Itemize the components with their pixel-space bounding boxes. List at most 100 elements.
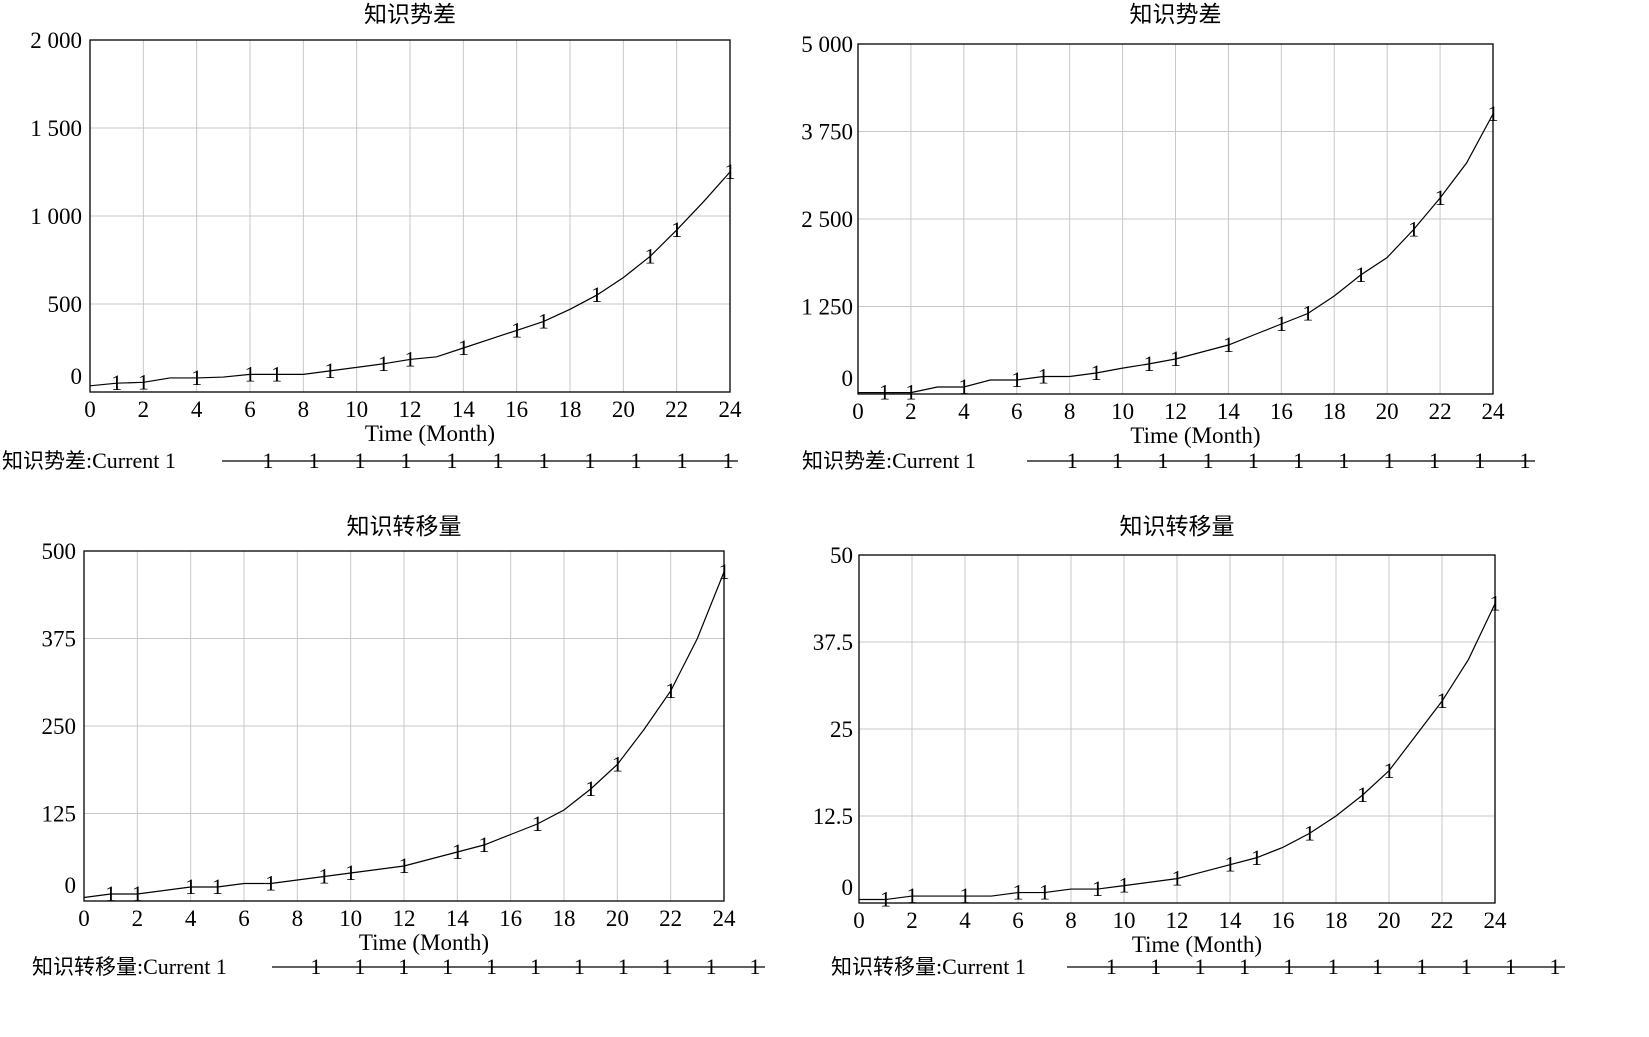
x-tick-label: 20	[1376, 399, 1399, 424]
x-tick-label: 4	[958, 399, 970, 424]
legend-marker: 1	[1067, 448, 1078, 473]
x-tick-label: 18	[1323, 399, 1346, 424]
chart-title: 知识势差	[364, 2, 456, 28]
x-tick-label: 14	[1219, 908, 1243, 933]
chart-panel-bottom-right: 知识转移量 0 2 4 6 8 10 12 14 16 18 20 22 24 0 12.5 25 37.5 50 T…	[805, 512, 1625, 1030]
series-marker: 1	[958, 374, 969, 399]
legend-marker: 1	[309, 448, 320, 473]
x-tick-label: 14	[1217, 399, 1241, 424]
legend-marker: 1	[662, 954, 673, 979]
series-marker: 1	[645, 243, 656, 268]
legend: 知识势差:Current 1 1 1 1 1 1 1 1 1 1 1 1	[2, 448, 738, 473]
legend-marker: 1	[1203, 448, 1214, 473]
x-tick-label: 12	[1164, 399, 1187, 424]
legend-marker: 1	[585, 448, 596, 473]
x-axis-label: Time (Month)	[1130, 423, 1260, 448]
chart-title: 知识势差	[1130, 2, 1222, 28]
chart-title: 知识转移量	[1120, 514, 1235, 540]
legend-marker: 1	[398, 954, 409, 979]
series-marker: 1	[511, 317, 522, 342]
x-tick-label: 16	[1270, 399, 1293, 424]
x-tick-label: 4	[185, 906, 197, 931]
x-axis-label: Time (Month)	[365, 421, 495, 446]
y-tick-label: 2 000	[30, 28, 82, 53]
series-marker: 1	[591, 282, 602, 307]
x-tick-label: 10	[345, 397, 368, 422]
series-marker: 1	[325, 358, 336, 383]
legend-marker: 1	[1157, 448, 1168, 473]
legend-label: 知识转移量:Current 1	[32, 954, 227, 979]
series-marker: 1	[1302, 301, 1313, 326]
legend-marker: 1	[677, 448, 688, 473]
legend-marker: 1	[263, 448, 274, 473]
x-tick-label: 4	[959, 908, 971, 933]
chart-panel-top-left: 知识势差 0 2 4 6 8 10 12 14 16 18 20 22 24 0 500 1 000 1 500 2…	[0, 0, 820, 518]
legend-marker: 1	[631, 448, 642, 473]
series-line	[858, 113, 1494, 394]
x-tick-label: 0	[853, 908, 865, 933]
x-tick-label: 18	[559, 397, 582, 422]
x-tick-label: 2	[138, 397, 150, 422]
y-tick-label: 2 500	[801, 207, 853, 232]
legend-label: 知识转移量:Current 1	[831, 954, 1026, 979]
series-marker: 1	[960, 883, 971, 908]
series-marker: 1	[1357, 782, 1368, 807]
series-marker: 1	[1119, 873, 1130, 898]
legend-marker: 1	[1338, 448, 1349, 473]
y-tick-label: 12.5	[813, 804, 853, 829]
series-marker: 1	[111, 370, 122, 395]
x-tick-label: 8	[1065, 908, 1077, 933]
x-tick-label: 20	[612, 397, 635, 422]
legend-marker: 1	[1112, 448, 1123, 473]
legend-marker: 1	[1416, 954, 1427, 979]
y-tick-label: 500	[48, 292, 83, 317]
series-marker: 1	[1490, 591, 1501, 616]
series-marker: 1	[1013, 880, 1024, 905]
x-tick-label: 0	[852, 399, 864, 424]
legend-marker: 1	[310, 954, 321, 979]
legend-marker: 1	[1106, 954, 1117, 979]
legend-marker: 1	[1293, 448, 1304, 473]
legend-marker: 1	[1550, 954, 1561, 979]
series-marker: 1	[212, 874, 223, 899]
legend-marker: 1	[1372, 954, 1383, 979]
y-tick-label: 37.5	[813, 630, 853, 655]
x-tick-label: 8	[298, 397, 310, 422]
x-tick-label: 6	[238, 906, 250, 931]
x-tick-label: 16	[1272, 908, 1295, 933]
x-tick-label: 12	[1166, 908, 1189, 933]
series-marker: 1	[538, 309, 549, 334]
series-marker: 1	[532, 811, 543, 836]
x-tick-label: 22	[1431, 908, 1454, 933]
series-marker: 1	[725, 159, 736, 184]
series-marker: 1	[1091, 360, 1102, 385]
series-marker: 1	[1170, 346, 1181, 371]
y-tick-label: 250	[42, 714, 77, 739]
series-marker: 1	[671, 217, 682, 242]
x-tick-label: 16	[505, 397, 528, 422]
x-tick-label: 12	[393, 906, 416, 931]
series-marker: 1	[271, 361, 282, 386]
series-marker: 1	[138, 369, 149, 394]
legend-marker: 1	[1248, 448, 1259, 473]
legend-marker: 1	[530, 954, 541, 979]
legend-marker: 1	[1328, 954, 1339, 979]
plot-frame	[89, 39, 731, 393]
x-axis-label: Time (Month)	[1132, 932, 1262, 957]
x-tick-label: 24	[1482, 399, 1506, 424]
y-tick-label: 0	[842, 366, 854, 391]
series-marker: 1	[1276, 311, 1287, 336]
series-marker: 1	[719, 559, 730, 584]
x-tick-label: 10	[1113, 908, 1136, 933]
series-marker: 1	[905, 380, 916, 405]
y-tick-label: 5 000	[801, 32, 853, 57]
series-marker: 1	[185, 874, 196, 899]
x-tick-label: 2	[906, 908, 918, 933]
x-tick-label: 2	[132, 906, 144, 931]
x-tick-label: 8	[292, 906, 304, 931]
y-tick-label: 25	[830, 717, 853, 742]
series-marker: 1	[105, 881, 116, 906]
y-tick-label: 125	[42, 802, 77, 827]
